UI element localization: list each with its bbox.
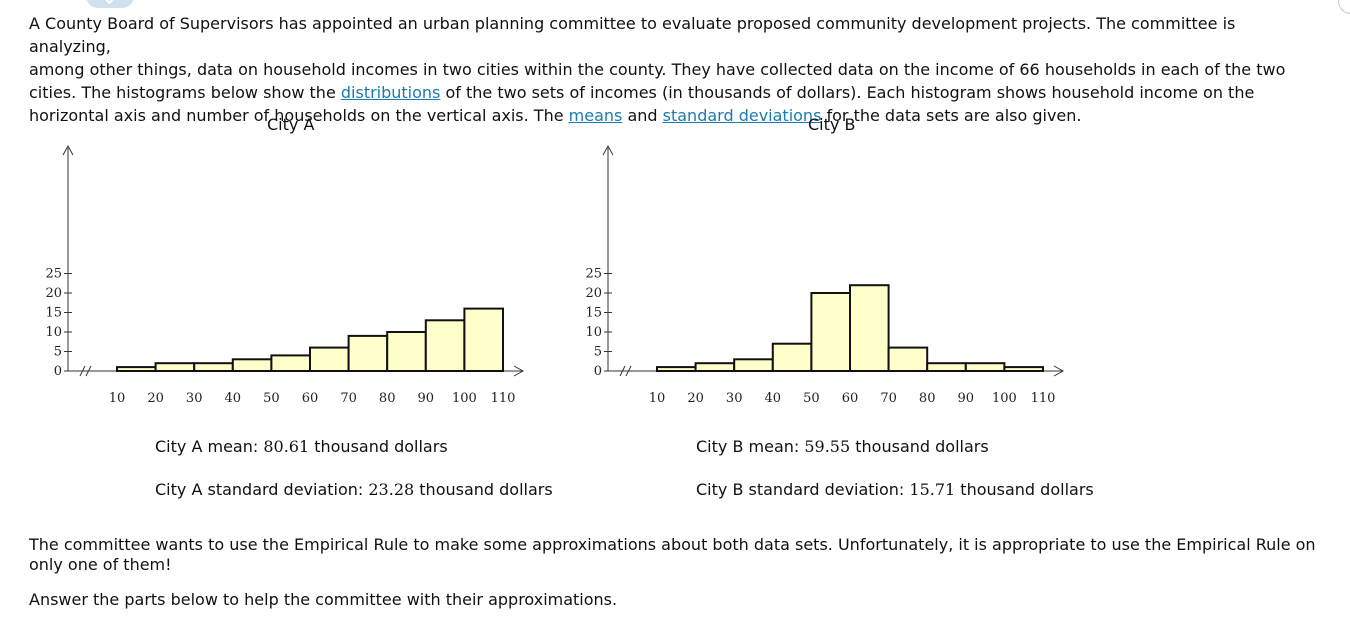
x-tick-label: 50 xyxy=(263,391,280,406)
means-link[interactable]: means xyxy=(568,106,623,125)
outro-paragraph: The committee wants to use the Empirical… xyxy=(29,535,1319,575)
y-axis-arrow xyxy=(602,144,614,156)
histogram-bar xyxy=(964,362,1006,372)
x-axis-arrow xyxy=(1053,365,1065,377)
outro-line-1: The committee wants to use the Empirical… xyxy=(29,535,1316,554)
x-tick-label: 40 xyxy=(765,391,782,406)
city-b-mean-value: 59.55 xyxy=(804,437,851,456)
y-tick-label: 25 xyxy=(585,267,602,282)
histogram-bar xyxy=(694,362,736,372)
city-b-histogram: 0 5 10 15 20 25 10 20 30 40 50 60 70 80 90 100 110 xyxy=(585,144,1065,406)
y-tick-label: 20 xyxy=(585,286,602,301)
city-a-mean-unit: thousand dollars xyxy=(309,437,448,456)
histogram-bar xyxy=(154,362,196,372)
x-tick-label: 110 xyxy=(1031,391,1056,406)
y-tick-label: 10 xyxy=(45,325,62,340)
x-tick-label: 110 xyxy=(491,391,516,406)
x-tick-label: 40 xyxy=(225,391,242,406)
x-tick-label: 90 xyxy=(418,391,435,406)
histogram-bar xyxy=(771,342,813,372)
y-tick-label: 10 xyxy=(585,325,602,340)
x-tick-label: 50 xyxy=(803,391,820,406)
x-tick-label: 30 xyxy=(186,391,203,406)
x-tick-label: 10 xyxy=(649,391,666,406)
axis-break-mark xyxy=(625,365,632,377)
city-a-sd-unit: thousand dollars xyxy=(414,480,553,499)
histogram-bar xyxy=(309,346,350,373)
city-a-sd-value: 23.28 xyxy=(368,480,415,499)
city-a-sd-label: City A standard deviation: xyxy=(155,480,369,499)
histogram-bar xyxy=(424,319,466,373)
x-tick-label: 30 xyxy=(726,391,743,406)
axis-break-mark xyxy=(85,365,92,377)
histogram-bar xyxy=(810,292,851,372)
collapse-tab[interactable] xyxy=(86,0,134,8)
standard-deviations-link[interactable]: standard deviations xyxy=(662,106,822,125)
y-tick-label: 20 xyxy=(45,286,62,301)
city-a-mean-value: 80.61 xyxy=(263,437,310,456)
histogram-bar xyxy=(733,358,774,373)
histogram-bar xyxy=(463,307,504,373)
x-tick-label: 100 xyxy=(452,391,477,406)
city-b-mean-unit: thousand dollars xyxy=(850,437,989,456)
intro-line-3-start: cities. The histograms below show the xyxy=(29,83,341,102)
y-axis-arrow xyxy=(62,144,74,156)
city-a-histogram: 0 5 10 15 20 25 10 20 30 40 50 60 70 80 90 100 110 xyxy=(45,144,525,406)
x-tick-label: 20 xyxy=(147,391,164,406)
histogram-bar xyxy=(887,346,929,373)
intro-line-4-start: horizontal axis and number of households… xyxy=(29,106,569,125)
city-b-mean: City B mean: 59.55 thousand dollars xyxy=(696,437,989,456)
y-tick-label: 25 xyxy=(45,267,62,282)
histogram-bar xyxy=(849,284,890,372)
x-tick-label: 60 xyxy=(302,391,319,406)
city-a-sd: City A standard deviation: 23.28 thousan… xyxy=(155,480,553,499)
intro-paragraph: A County Board of Supervisors has appoin… xyxy=(29,12,1319,127)
x-tick-label: 80 xyxy=(379,391,396,406)
x-tick-label: 70 xyxy=(340,391,357,406)
city-a-mean-label: City A mean: xyxy=(155,437,264,456)
scroll-indicator xyxy=(1338,0,1350,14)
y-tick-label: 5 xyxy=(594,345,602,360)
outro-line-2: only one of them! xyxy=(29,555,172,574)
x-tick-label: 10 xyxy=(109,391,126,406)
histogram-bar xyxy=(656,366,697,373)
histogram-bar xyxy=(193,362,234,372)
histogram-bar xyxy=(1003,366,1044,373)
intro-line-3-end: of the two sets of incomes (in thousands… xyxy=(440,83,1255,102)
intro-line-4-end: for the data sets are also given. xyxy=(821,106,1082,125)
intro-line-4-mid: and xyxy=(622,106,663,125)
city-b-sd: City B standard deviation: 15.71 thousan… xyxy=(696,480,1094,499)
city-b-sd-value: 15.71 xyxy=(909,480,956,499)
answer-instruction: Answer the parts below to help the commi… xyxy=(29,590,618,609)
histogram-bar xyxy=(231,358,273,373)
y-tick-label: 15 xyxy=(585,306,602,321)
x-tick-label: 80 xyxy=(919,391,936,406)
intro-line-1: A County Board of Supervisors has appoin… xyxy=(29,14,1236,56)
y-tick-label: 0 xyxy=(594,364,602,379)
city-b-mean-label: City B mean: xyxy=(696,437,805,456)
histogram-bar xyxy=(270,354,311,372)
x-tick-label: 100 xyxy=(992,391,1017,406)
city-b-title: City B xyxy=(808,115,856,134)
x-tick-label: 20 xyxy=(687,391,704,406)
axis-break-mark xyxy=(619,365,626,377)
histogram-bar xyxy=(386,331,427,372)
x-tick-label: 60 xyxy=(842,391,859,406)
y-tick-label: 0 xyxy=(54,364,62,379)
y-tick-label: 15 xyxy=(45,306,62,321)
city-b-sd-label: City B standard deviation: xyxy=(696,480,910,499)
x-tick-label: 90 xyxy=(958,391,975,406)
city-b-sd-unit: thousand dollars xyxy=(955,480,1094,499)
histogram-bar xyxy=(116,366,157,373)
axis-break-mark xyxy=(79,365,86,377)
histogram-bar xyxy=(926,362,967,372)
x-tick-label: 70 xyxy=(880,391,897,406)
intro-line-2: among other things, data on household in… xyxy=(29,60,1286,79)
histogram-bar xyxy=(347,334,389,372)
x-axis-arrow xyxy=(513,365,525,377)
distributions-link[interactable]: distributions xyxy=(340,83,441,102)
y-tick-label: 5 xyxy=(54,345,62,360)
city-a-title: City A xyxy=(267,115,315,134)
city-a-mean: City A mean: 80.61 thousand dollars xyxy=(155,437,448,456)
